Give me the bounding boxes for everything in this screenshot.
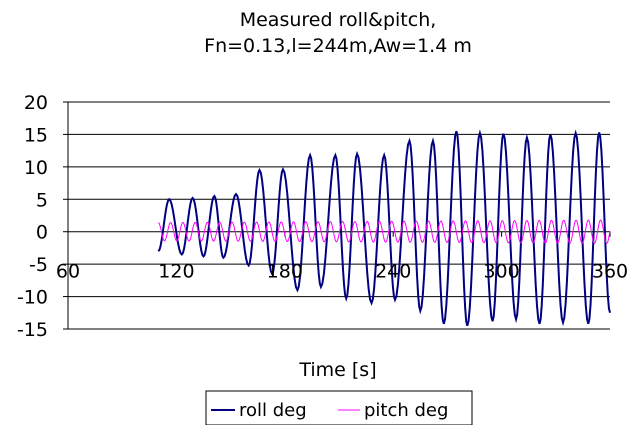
x-tick-label-120: 120 — [158, 261, 194, 283]
x-axis-label: Time [s] — [298, 359, 376, 381]
chart-title-line-2: Fn=0.13,l=244m,Aw=1.4 m — [204, 35, 472, 57]
x-tick-label-60: 60 — [56, 261, 80, 283]
legend-label-pitch-deg: pitch deg — [364, 400, 448, 421]
legend: roll deg pitch deg — [205, 390, 473, 425]
x-tick-label-360: 360 — [592, 261, 628, 283]
series-line-pitch-deg — [158, 219, 611, 244]
y-tick-label-15: 15 — [24, 124, 48, 146]
y-tick-label-10: 10 — [24, 157, 48, 179]
legend-box — [205, 390, 473, 425]
y-tick-label--15: -15 — [17, 319, 48, 341]
x-tick-label-300: 300 — [483, 261, 519, 283]
x-tick-label-180: 180 — [267, 261, 303, 283]
series-lines — [157, 129, 611, 327]
chart-title: Measured roll&pitch, Fn=0.13,l=244m,Aw=1.… — [204, 9, 472, 57]
chart-title-line-1: Measured roll&pitch, — [240, 9, 437, 31]
axes — [63, 101, 611, 330]
y-tick-label--5: -5 — [29, 254, 48, 276]
y-tick-labels: 20 15 10 5 0 -5 -10 -15 — [17, 92, 48, 341]
y-tick-label-20: 20 — [24, 92, 48, 114]
y-tick-label-0: 0 — [36, 222, 48, 244]
legend-label-roll-deg: roll deg — [239, 400, 307, 421]
y-tick-label-5: 5 — [36, 189, 48, 211]
x-tick-labels: 60 120 180 240 300 360 — [56, 261, 628, 283]
series-line-roll-deg — [157, 129, 611, 327]
grid-lines — [68, 101, 610, 330]
x-tick-label-240: 240 — [375, 261, 411, 283]
y-tick-label--10: -10 — [17, 287, 48, 309]
